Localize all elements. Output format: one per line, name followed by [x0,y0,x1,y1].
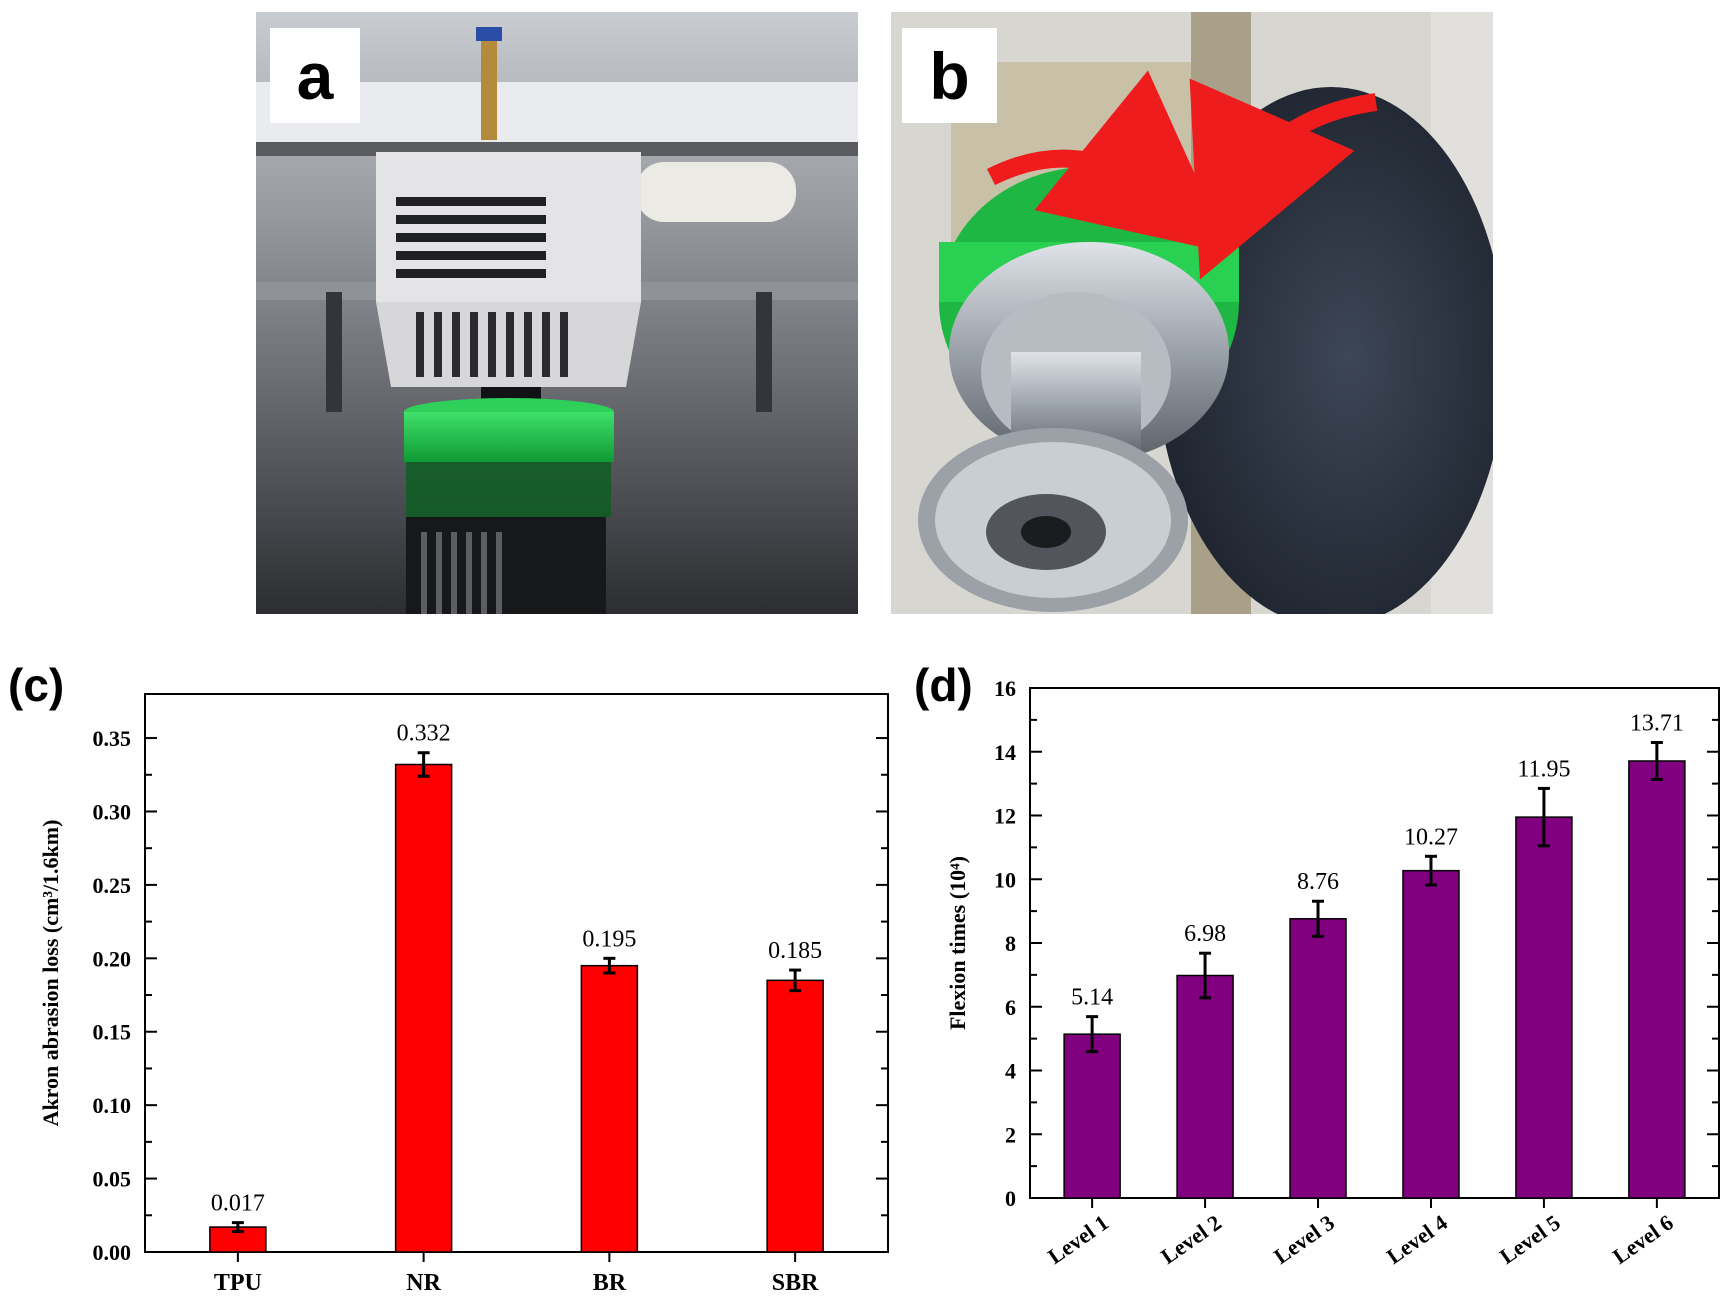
data-label: 11.95 [1517,756,1570,782]
bar-level-2 [1176,974,1234,1199]
printer-photo [256,12,858,614]
y-tick-label: 0.05 [93,1167,132,1192]
chart-label-c: (c) [8,659,65,711]
data-label: 0.017 [211,1191,265,1217]
x-tick-label: Level 2 [1156,1210,1226,1269]
y-tick-label: 8 [1005,931,1016,956]
y-tick-label: 0 [1005,1186,1016,1211]
data-label: 13.71 [1630,711,1684,737]
data-label: 8.76 [1297,869,1339,895]
bar-sbr [766,979,824,1253]
y-tick-label: 0.30 [93,799,132,824]
x-tick-label: NR [406,1270,441,1296]
y-tick-label: 16 [994,676,1016,701]
data-label: 10.27 [1404,824,1458,850]
bar-level-3 [1289,918,1347,1199]
x-tick-label: Level 5 [1495,1210,1565,1269]
x-tick-label: BR [593,1270,627,1296]
data-label: 0.195 [582,926,636,952]
data-label: 5.14 [1071,985,1113,1011]
y-axis-label: Akron abrasion loss (cm³/1.6km) [38,820,63,1127]
chart-label-d: (d) [914,659,973,711]
panel-label-b: b [902,28,997,123]
x-tick-label: Level 1 [1043,1210,1113,1269]
bar-level-4 [1402,869,1460,1199]
x-tick-label: TPU [214,1270,262,1296]
y-tick-label: 6 [1005,995,1016,1020]
panel-label-a: a [270,28,360,123]
y-tick-label: 12 [994,804,1016,829]
x-tick-label: SBR [772,1270,819,1296]
y-tick-label: 4 [1005,1059,1016,1084]
y-tick-label: 0.00 [93,1240,132,1265]
y-tick-label: 0.10 [93,1093,132,1118]
x-tick-label: Level 3 [1269,1210,1339,1269]
bar-br [580,964,639,1253]
x-tick-label: Level 4 [1382,1210,1452,1269]
y-tick-label: 0.25 [93,873,132,898]
y-tick-label: 2 [1005,1122,1016,1147]
data-label: 6.98 [1184,921,1226,947]
plot-frame [144,693,889,1253]
y-tick-label: 0.35 [93,726,132,751]
bar-level-1 [1063,1033,1121,1199]
y-tick-label: 10 [994,867,1016,892]
y-tick-label: 0.20 [93,946,132,971]
data-label: 0.332 [397,721,451,747]
data-label: 0.185 [768,938,822,964]
plot-frame [1029,687,1720,1199]
x-tick-label: Level 6 [1608,1210,1678,1269]
y-axis-label: Flexion times (10⁴) [945,856,970,1030]
bar-level-6 [1628,760,1686,1199]
bar-level-5 [1515,816,1573,1199]
photo-panel-a [256,12,858,614]
y-tick-label: 0.15 [93,1020,132,1045]
y-tick-label: 14 [994,740,1016,765]
